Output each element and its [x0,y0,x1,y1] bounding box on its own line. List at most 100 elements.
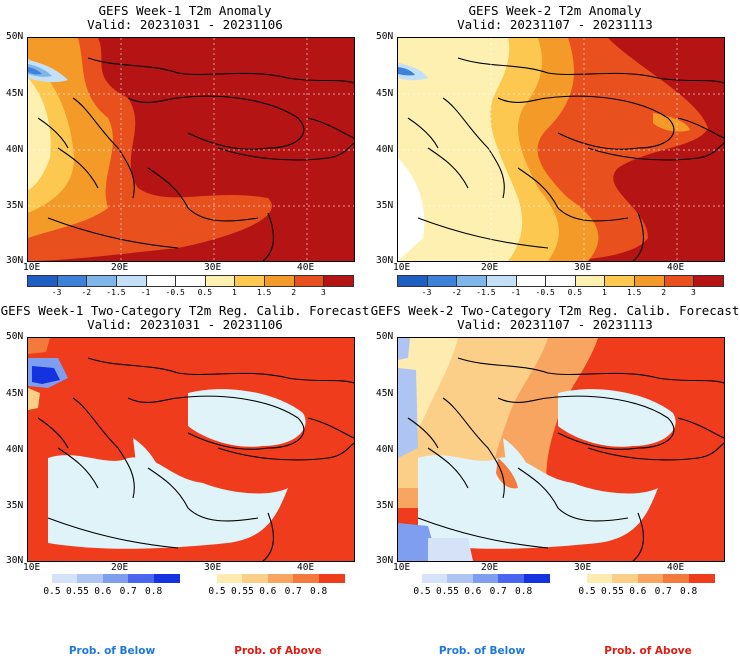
lat-label-35n: 35N [6,500,24,511]
anomaly-colorbar-ticks: -3 -2 -1.5 -1 -0.5 0.5 1 1.5 2 3 [27,288,353,298]
prob-below-colorbar-tick: 0.6 [464,586,482,597]
lat-label-40n: 40N [6,444,24,455]
panel-title: GEFS Week-2 T2m Anomaly [468,3,642,18]
panel-title: GEFS Week-1 T2m Anomaly [98,3,272,18]
lon-label-40e: 40E [667,262,685,273]
lat-label-45n: 45N [376,388,394,399]
lat-label-30n: 30N [6,255,24,266]
lon-label-40e: 40E [297,262,315,273]
anomaly-colorbar-cell [634,275,665,287]
panel-valid-dates: Valid: 20231107 - 20231113 [457,17,653,32]
anomaly-colorbar-cell [456,275,487,287]
anomaly-colorbar-cell [604,275,636,287]
prob-above-colorbar-tick: 0.55 [600,586,624,597]
anomaly-colorbar-cell [175,275,206,287]
anomaly-colorbar-cell [115,275,147,287]
lat-label-35n: 35N [376,500,394,511]
lat-label-30n: 30N [376,255,394,266]
prob-below-colorbar-cell [128,574,155,583]
anomaly-colorbar-cell [234,275,266,287]
anomaly-colorbar-tick: -1 [140,288,151,297]
lat-label-40n: 40N [376,144,394,155]
lon-label-40e: 40E [667,562,685,573]
lat-label-50n: 50N [6,331,24,342]
prob-below-colorbar-cell [52,574,79,583]
anomaly-colorbar-cell [545,275,576,287]
prob-below-colorbar [52,574,180,583]
anomaly-colorbar-tick: 0.5 [197,288,213,297]
anomaly-colorbar-tick: -3 [51,288,62,297]
anomaly-colorbar-tick: -1.5 [106,288,126,297]
prob-above-colorbar-tick: 0.5 [578,586,596,597]
prob-above-colorbar [217,574,345,583]
lon-label-30e: 30E [204,562,222,573]
prob-below-colorbar-tick: 0.7 [119,586,137,597]
prob-above-colorbar-tick: 0.8 [310,586,328,597]
prob-above-label: Prob. of Above [234,645,322,657]
panel-valid-dates: Valid: 20231031 - 20231106 [87,17,283,32]
lon-label-10e: 10E [23,562,41,573]
lon-label-40e: 40E [297,562,315,573]
prob-below-colorbar [422,574,550,583]
anomaly-colorbar-tick: -1.5 [476,288,496,297]
lat-label-45n: 45N [6,388,24,399]
anomaly-colorbar [27,275,354,287]
prob-below-ticks: 0.5 0.55 0.6 0.7 0.8 [43,586,179,597]
anomaly-colorbar-cell [397,275,428,287]
lat-label-50n: 50N [376,31,394,42]
prob-above-colorbar-cell [612,574,639,583]
lat-label-50n: 50N [6,31,24,42]
lat-label-35n: 35N [376,200,394,211]
lat-label-50n: 50N [376,331,394,342]
prob-above-colorbar-cell [318,574,345,583]
lon-label-10e: 10E [393,262,411,273]
anomaly-colorbar-tick: 3 [690,288,696,297]
anomaly-colorbar-tick: -3 [421,288,432,297]
panel-week2-anomaly: GEFS Week-2 T2m Anomaly Valid: 20231107 … [370,0,740,300]
anomaly-colorbar-tick: 1.5 [256,288,272,297]
anomaly-colorbar-cell [27,275,58,287]
probability-field [28,338,354,561]
anomaly-colorbar-tick: 2 [291,288,297,297]
prob-below-colorbar-cell [153,574,180,583]
probability-map [27,337,355,562]
prob-below-colorbar-cell [77,574,104,583]
prob-above-colorbar-cell [663,574,690,583]
prob-above-colorbar [587,574,715,583]
anomaly-field [398,38,724,261]
anomaly-colorbar-cell [293,275,325,287]
anomaly-colorbar-cell [574,275,606,287]
prob-below-colorbar-tick: 0.8 [145,586,163,597]
probability-field [398,338,724,561]
lat-label-40n: 40N [376,444,394,455]
prob-above-colorbar-cell [637,574,665,583]
prob-below-colorbar-cell [498,574,525,583]
lon-label-20e: 20E [481,562,499,573]
prob-above-colorbar-cell [242,574,269,583]
lon-label-30e: 30E [574,562,592,573]
prob-below-colorbar-tick: 0.5 [413,586,431,597]
prob-below-colorbar-cell [447,574,474,583]
prob-below-colorbar-tick: 0.55 [65,586,89,597]
anomaly-colorbar-tick: -2 [451,288,462,297]
prob-above-colorbar-tick: 0.5 [208,586,226,597]
prob-below-label: Prob. of Below [438,645,526,657]
anomaly-colorbar-cell [264,275,295,287]
anomaly-field [28,38,354,261]
panel-week2-probability: GEFS Week-2 Two-Category T2m Reg. Calib.… [370,300,740,662]
panel-valid-dates: Valid: 20231031 - 20231106 [87,317,283,332]
lat-label-30n: 30N [6,555,24,566]
panel-valid-dates: Valid: 20231107 - 20231113 [457,317,653,332]
anomaly-colorbar-cell [145,275,177,287]
anomaly-colorbar [397,275,724,287]
anomaly-colorbar-cell [86,275,117,287]
prob-below-colorbar-tick: 0.8 [515,586,533,597]
lon-label-20e: 20E [481,262,499,273]
anomaly-colorbar-cell [323,275,354,287]
lon-label-20e: 20E [111,562,129,573]
anomaly-colorbar-tick: 1 [232,288,237,297]
anomaly-colorbar-tick: 0.5 [567,288,583,297]
prob-above-colorbar-cell [587,574,614,583]
prob-above-colorbar-tick: 0.6 [629,586,647,597]
prob-below-colorbar-cell [523,574,550,583]
